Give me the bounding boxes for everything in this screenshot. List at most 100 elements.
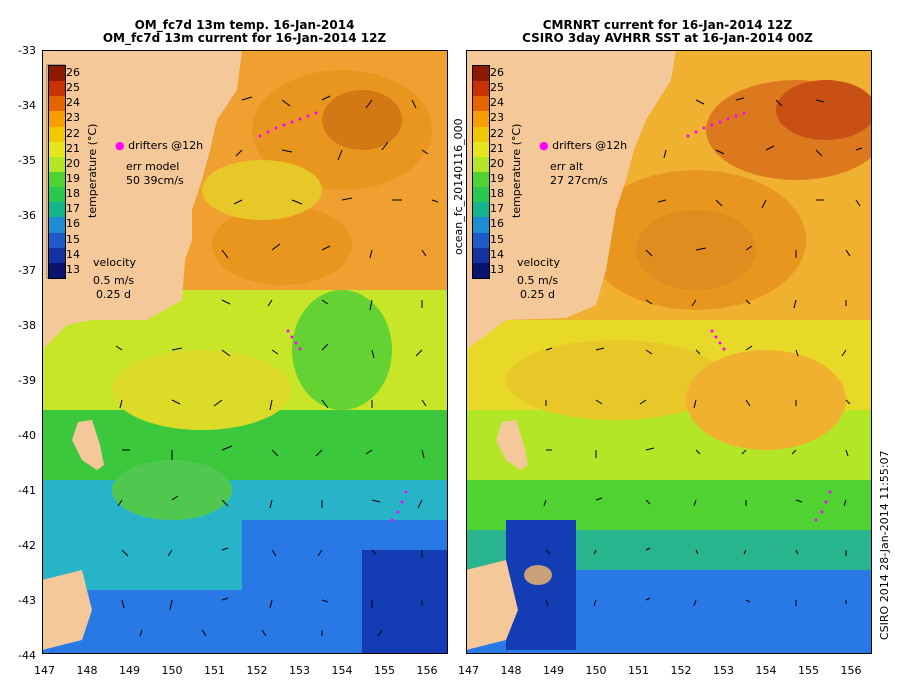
left-velocity-label: velocity	[93, 256, 136, 269]
colorbar-tick-label: 20	[66, 156, 80, 170]
colorbar-tick-label: 24	[66, 96, 80, 110]
x-tick-label: 152	[670, 664, 692, 677]
colorbar-tick-label: 21	[490, 141, 504, 155]
x-tick-label: 148	[76, 664, 98, 677]
colorbar-swatch	[49, 171, 65, 188]
colorbar-tick-label: 18	[490, 187, 504, 201]
colorbar-tick-label: 17	[66, 202, 80, 216]
colorbar-tick-label: 14	[66, 247, 80, 261]
y-tick-label: -35	[18, 154, 36, 167]
right-colorbar-ticks: 26 25 24 23 22 21 20 19 18 17 16 15 14 13	[490, 65, 512, 277]
colorbar-swatch	[49, 232, 65, 248]
colorbar-swatch	[473, 156, 489, 172]
right-velocity-label: velocity	[517, 256, 560, 269]
colorbar-swatch	[473, 217, 489, 233]
right-title-line2: CSIRO 3day AVHRR SST at 16-Jan-2014 00Z	[522, 31, 813, 45]
colorbar-swatch	[473, 171, 489, 188]
right-err-values: 27 27cm/s	[550, 174, 608, 187]
left-colorbar-label: temperature (°C)	[86, 123, 99, 218]
colorbar-tick-label: 13	[66, 262, 80, 276]
colorbar-swatch	[49, 247, 65, 263]
colorbar-swatch	[473, 126, 489, 142]
colorbar-tick-label: 23	[66, 111, 80, 125]
footer-copyright: CSIRO 2014 28-Jan-2014 11:55:07	[878, 450, 891, 640]
land-tasmania	[496, 420, 528, 470]
x-tick-label: 150	[161, 664, 183, 677]
y-tick-label: -42	[18, 539, 36, 552]
land-mainland	[42, 50, 242, 350]
x-tick-label: 151	[204, 664, 225, 677]
x-tick-label: 147	[34, 664, 55, 677]
drifter-track	[258, 111, 408, 522]
x-tick-label: 155	[374, 664, 395, 677]
left-x-axis: 147 148 149 150 151 152 153 154 155 156	[34, 664, 448, 680]
right-err-label: err alt	[550, 160, 584, 173]
colorbar-swatch	[473, 141, 489, 157]
right-map[interactable]	[466, 50, 872, 654]
colorbar-swatch	[49, 126, 65, 142]
colorbar-swatch	[473, 202, 489, 218]
right-velocity-time: 0.25 d	[520, 288, 555, 301]
y-tick-label: -40	[18, 429, 36, 442]
colorbar-swatch	[473, 187, 489, 203]
colorbar-swatch	[473, 111, 489, 127]
colorbar-tick-label: 25	[66, 81, 80, 95]
colorbar-tick-label: 22	[490, 126, 504, 140]
left-map[interactable]	[42, 50, 448, 654]
x-tick-label: 155	[798, 664, 819, 677]
velocity-arrows	[115, 95, 439, 637]
colorbar-swatch	[473, 81, 489, 97]
colorbar-tick-label: 20	[490, 156, 504, 170]
colorbar-tick-label: 26	[490, 66, 504, 79]
x-tick-label: 152	[246, 664, 268, 677]
colorbar-tick-label: 19	[490, 171, 504, 185]
y-tick-label: -38	[18, 319, 36, 332]
colorbar-swatch	[49, 141, 65, 157]
land-tasmania	[72, 420, 104, 470]
colorbar-tick-label: 18	[66, 187, 80, 201]
colorbar-swatch	[49, 66, 65, 82]
land-mainland	[466, 50, 676, 350]
colorbar-tick-label: 21	[66, 141, 80, 155]
colorbar-swatch	[473, 66, 489, 82]
y-tick-label: -33	[18, 44, 36, 57]
left-drifters-label: drifters @12h	[128, 139, 204, 152]
y-tick-label: -44	[18, 649, 36, 662]
colorbar-swatch	[49, 156, 65, 172]
right-side-label: ocean_fc_20140116_000	[452, 118, 465, 255]
x-tick-label: 156	[840, 664, 862, 677]
colorbar-tick-label: 23	[490, 111, 504, 125]
colorbar-swatch	[49, 217, 65, 233]
y-tick-label: -39	[18, 374, 36, 387]
colorbar-tick-label: 24	[490, 96, 504, 110]
colorbar-swatch	[49, 111, 65, 127]
right-panel: CMRNRT current for 16-Jan-2014 12Z CSIRO…	[450, 0, 900, 700]
x-tick-label: 149	[543, 664, 564, 677]
y-tick-label: -36	[18, 209, 36, 222]
right-colorbar-label: temperature (°C)	[510, 123, 523, 218]
colorbar-tick-label: 14	[490, 247, 504, 261]
y-tick-label: -41	[18, 484, 36, 497]
colorbar-swatch	[473, 247, 489, 263]
drifter-marker-icon: ●	[115, 139, 125, 152]
right-x-axis: 147 148 149 150 151 152 153 154 155 156	[458, 664, 872, 680]
colorbar-tick-label: 15	[490, 232, 504, 246]
x-tick-label: 151	[628, 664, 649, 677]
left-err-values: 50 39cm/s	[126, 174, 184, 187]
right-colorbar-swatches	[472, 65, 490, 279]
y-tick-label: -37	[18, 264, 36, 277]
colorbar-tick-label: 25	[490, 81, 504, 95]
left-velocity-time: 0.25 d	[96, 288, 131, 301]
colorbar-tick-label: 16	[490, 217, 504, 231]
colorbar-tick-label: 16	[66, 217, 80, 231]
colorbar-swatch	[49, 202, 65, 218]
left-velocity-speed: 0.5 m/s	[93, 274, 135, 287]
right-velocity-speed: 0.5 m/s	[517, 274, 559, 287]
left-drifters-legend: ● drifters @12h	[115, 139, 203, 152]
colorbar-tick-label: 19	[66, 171, 80, 185]
y-tick-label: -43	[18, 594, 36, 607]
colorbar-swatch	[473, 96, 489, 112]
right-drifters-legend: ● drifters @12h	[539, 139, 627, 152]
colorbar-tick-label: 17	[490, 202, 504, 216]
left-colorbar-ticks: 26 25 24 23 22 21 20 19 18 17 16 15 14 13	[66, 65, 88, 277]
